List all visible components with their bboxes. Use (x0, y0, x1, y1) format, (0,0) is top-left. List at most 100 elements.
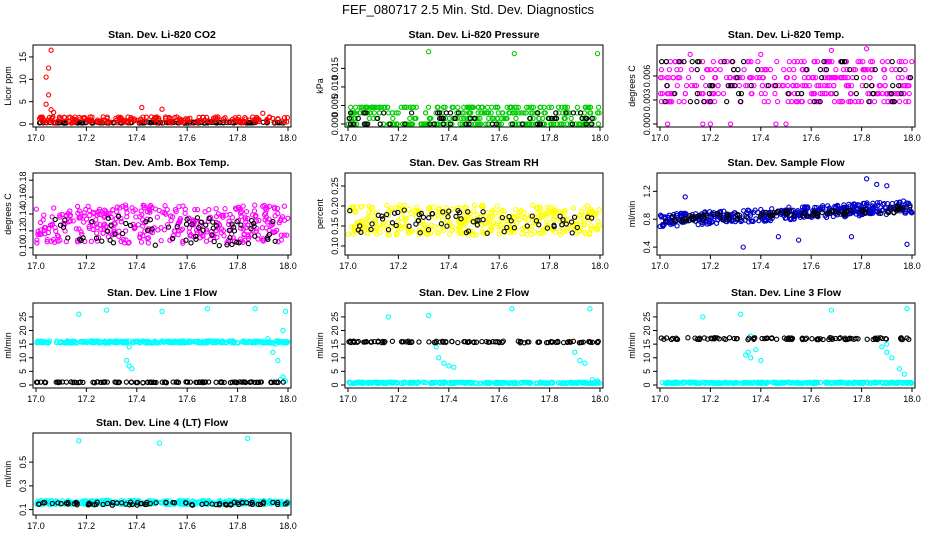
data-point (761, 98, 767, 105)
data-point (895, 74, 901, 81)
data-point (447, 110, 454, 116)
data-point (832, 74, 839, 81)
y-axis-label-9: ml/min (627, 332, 637, 359)
data-point (435, 104, 441, 110)
data-point (574, 104, 581, 110)
data-point (542, 110, 548, 116)
data-point (196, 225, 202, 231)
data-point (43, 74, 49, 80)
data-point (901, 82, 907, 89)
data-point (572, 349, 578, 355)
data-point (512, 206, 519, 213)
y-tick-label: 0.16 (18, 188, 28, 206)
data-point (546, 104, 552, 110)
data-point (441, 227, 447, 234)
data-point (149, 226, 155, 232)
data-point (183, 116, 189, 122)
data-point (857, 58, 863, 65)
data-point (486, 115, 492, 122)
data-point (390, 115, 396, 122)
data-point (461, 115, 467, 122)
data-point (207, 214, 214, 221)
x-tick-label: 17.4 (440, 261, 458, 271)
data-point (674, 223, 680, 229)
data-point (828, 307, 835, 313)
data-point (688, 66, 695, 73)
data-point (844, 66, 850, 73)
chart-panel-8: Stan. Dev. Line 2 Flow ml/min 17.0 17.2 17.4… (315, 287, 609, 404)
x-tick-label: 17.4 (752, 261, 770, 271)
data-point (362, 104, 368, 110)
data-point (452, 115, 458, 122)
data-point (285, 215, 291, 221)
data-point (373, 104, 379, 110)
data-point (240, 119, 247, 126)
data-point (193, 233, 199, 240)
data-point (724, 58, 730, 65)
data-point (398, 104, 404, 110)
data-point (824, 82, 830, 89)
data-point (78, 213, 84, 220)
data-point (52, 225, 58, 231)
data-point (662, 98, 668, 105)
data-point (180, 240, 186, 246)
data-point (361, 110, 367, 116)
y-tick-label: 20 (18, 326, 28, 336)
data-point (277, 217, 283, 224)
data-point (381, 110, 387, 116)
data-point (519, 121, 525, 127)
data-point (206, 215, 212, 222)
data-point (87, 212, 93, 219)
data-point (830, 74, 837, 81)
data-point (363, 121, 369, 127)
data-point (569, 121, 576, 127)
data-point (76, 311, 82, 317)
data-point (49, 117, 55, 124)
data-point (425, 49, 432, 55)
x-tick-label: 17.0 (27, 394, 45, 404)
data-point (725, 82, 731, 89)
data-point (275, 239, 281, 245)
data-point (545, 115, 552, 122)
data-point (589, 115, 595, 122)
data-point (562, 115, 568, 122)
data-point (272, 213, 278, 219)
data-point (152, 114, 159, 120)
x-tick-label: 17.6 (178, 394, 196, 404)
y-tick-label: 10 (642, 353, 652, 363)
data-point (688, 82, 695, 89)
data-point (404, 104, 410, 110)
y-tick-label: 15 (18, 52, 28, 62)
plot-frame (344, 172, 604, 256)
y-tick-label: 0.015 (330, 57, 340, 80)
x-tick-label: 17.8 (853, 394, 871, 404)
data-point (793, 98, 800, 105)
data-point (715, 82, 721, 89)
data-point (371, 110, 377, 116)
data-point (879, 90, 885, 97)
data-point (700, 121, 706, 127)
data-point (507, 104, 513, 110)
data-point (80, 235, 86, 241)
data-point (218, 230, 224, 236)
data-point (76, 438, 82, 444)
data-point (200, 227, 206, 233)
data-point (348, 115, 355, 122)
y-axis-label-4: degrees C (3, 193, 13, 235)
y-tick-label: 0.8 (642, 213, 652, 226)
data-point (694, 90, 700, 97)
x-tick-label: 17.2 (78, 521, 96, 531)
data-point (577, 110, 584, 116)
data-point (595, 104, 602, 110)
data-point (831, 98, 838, 105)
data-point (659, 90, 665, 97)
data-point (736, 82, 742, 89)
data-point (427, 115, 433, 122)
data-point (833, 66, 839, 73)
data-point (755, 58, 761, 65)
data-point (903, 98, 909, 105)
data-point (143, 219, 149, 225)
data-point (538, 104, 544, 110)
data-point (699, 58, 706, 65)
data-point (765, 82, 772, 89)
